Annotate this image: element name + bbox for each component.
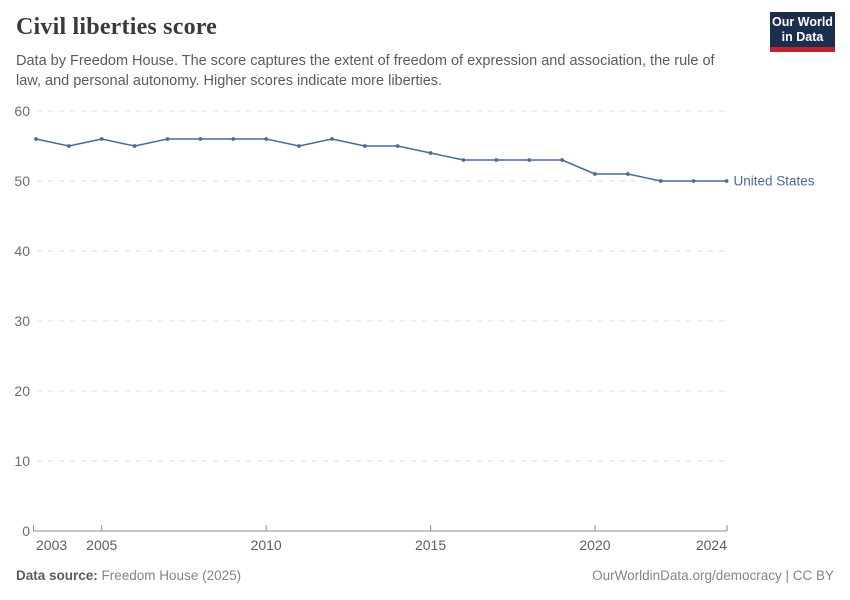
series-label[interactable]: United States bbox=[734, 174, 815, 189]
owid-logo-line1: Our World bbox=[772, 14, 833, 29]
data-point[interactable] bbox=[297, 144, 301, 148]
data-point[interactable] bbox=[66, 144, 71, 148]
y-tick-label: 50 bbox=[14, 173, 30, 189]
data-source-value: Freedom House (2025) bbox=[97, 568, 242, 583]
data-point[interactable] bbox=[494, 158, 499, 162]
y-tick-label: 20 bbox=[14, 383, 30, 399]
series-line[interactable] bbox=[35, 138, 727, 182]
y-tick-label: 30 bbox=[14, 313, 30, 329]
y-tick-label: 10 bbox=[14, 453, 30, 469]
x-tick-label: 2020 bbox=[579, 537, 610, 553]
data-point[interactable] bbox=[658, 179, 663, 183]
data-source-label: Data source: bbox=[16, 568, 98, 583]
credit-link[interactable]: OurWorldinData.org/democracy | CC BY bbox=[592, 568, 834, 583]
y-tick-label: 40 bbox=[14, 243, 30, 259]
x-tick-label: 2005 bbox=[86, 537, 117, 553]
data-point[interactable] bbox=[691, 179, 696, 183]
data-point[interactable] bbox=[231, 137, 236, 141]
data-point[interactable] bbox=[34, 137, 38, 141]
chart-subtitle: Data by Freedom House. The score capture… bbox=[16, 53, 715, 89]
data-point[interactable] bbox=[593, 172, 597, 176]
data-point[interactable] bbox=[198, 137, 203, 141]
y-tick-label: 0 bbox=[22, 523, 30, 539]
data-point[interactable] bbox=[625, 172, 630, 176]
page-title: Civil liberties score bbox=[16, 14, 218, 40]
data-point[interactable] bbox=[264, 137, 269, 141]
data-source-line[interactable]: Data source: Freedom House (2025) bbox=[16, 568, 241, 583]
x-tick-label: 2024 bbox=[696, 537, 727, 553]
owid-logo[interactable]: Our World in Data bbox=[770, 12, 835, 52]
data-point[interactable] bbox=[165, 137, 170, 141]
data-point[interactable] bbox=[362, 144, 367, 148]
data-point[interactable] bbox=[99, 137, 104, 141]
data-point[interactable] bbox=[461, 158, 466, 162]
y-tick-label: 60 bbox=[14, 103, 30, 119]
line-chart[interactable]: 0 10 20 30 40 50 60 2003 2005 2010 2015 2020 2024 Uni… bbox=[0, 0, 850, 560]
owid-logo-line2: in Data bbox=[781, 29, 824, 44]
data-point[interactable] bbox=[132, 144, 137, 148]
data-point[interactable] bbox=[560, 158, 564, 162]
data-point[interactable] bbox=[428, 151, 433, 155]
chart-footer: Data source: Freedom House (2025) OurWor… bbox=[16, 568, 834, 583]
x-tick-label: 2010 bbox=[251, 537, 282, 553]
x-tick-label: 2015 bbox=[415, 537, 446, 553]
data-point[interactable] bbox=[527, 158, 532, 162]
x-tick-label: 2003 bbox=[36, 537, 67, 553]
data-point[interactable] bbox=[330, 137, 334, 141]
data-point[interactable] bbox=[395, 144, 400, 148]
data-point[interactable] bbox=[724, 179, 729, 183]
